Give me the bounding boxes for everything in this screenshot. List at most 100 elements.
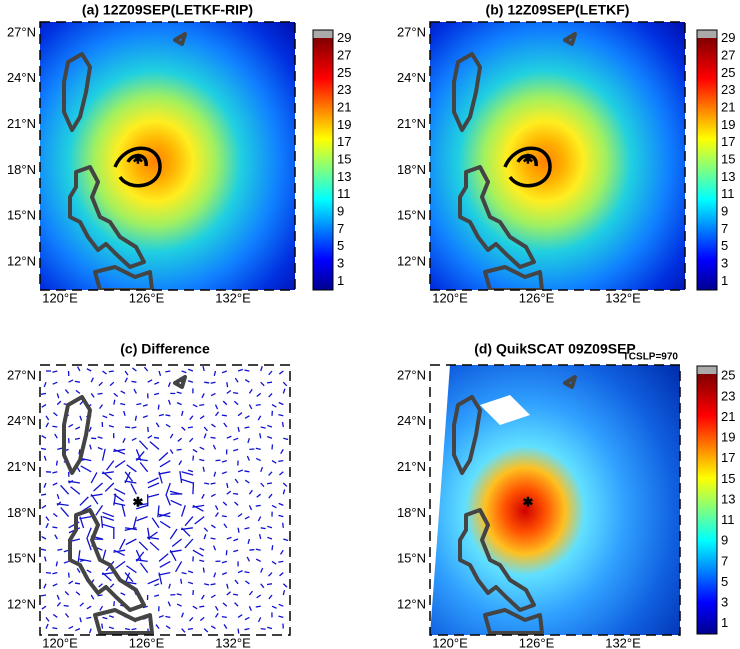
wind-vector [181, 370, 187, 374]
wind-vector [222, 400, 228, 406]
panel-title: (c) Difference [120, 341, 210, 357]
wind-vector [199, 605, 205, 608]
wind-vector [192, 404, 198, 408]
coastline [173, 375, 187, 389]
colorbar-label: 13 [721, 491, 735, 506]
wind-vector [244, 470, 250, 473]
wind-vector [101, 571, 114, 575]
wind-vector [181, 478, 194, 484]
wind-vector [226, 382, 229, 388]
map-panel: ✱ [40, 365, 290, 635]
wind-vector [187, 570, 194, 574]
wind-vector [237, 426, 240, 433]
wind-vector [201, 393, 205, 399]
wind-vector [138, 541, 149, 551]
wind-vector [155, 624, 160, 629]
wind-vector [282, 482, 288, 487]
wind-vector [255, 605, 261, 608]
wind-vector [210, 537, 216, 540]
wind-vector [244, 369, 250, 372]
storm-center: ✱ [523, 151, 534, 166]
wind-vector [90, 594, 95, 600]
lon-label: 132°E [605, 290, 641, 305]
wind-vector [40, 493, 47, 496]
wind-vector [188, 437, 194, 443]
wind-vector [203, 628, 209, 633]
wind-vector [131, 426, 137, 429]
wind-vector [113, 549, 125, 557]
wind-vector [108, 424, 114, 428]
wind-vector [212, 545, 217, 551]
wind-vector [237, 513, 243, 518]
wind-vector [268, 572, 273, 577]
colorbar-label: 11 [721, 512, 735, 527]
wind-vector [142, 605, 148, 609]
wind-vector [68, 625, 74, 630]
swath-edge [430, 365, 450, 635]
wind-vector [170, 499, 182, 506]
wind-vector [153, 436, 160, 439]
wind-vector [74, 380, 81, 383]
wind-vector [221, 571, 228, 576]
wind-vector [142, 415, 148, 419]
lat-label: 15°N [397, 208, 426, 223]
wind-vector [194, 516, 205, 525]
wind-vector [244, 627, 250, 631]
wind-vector [189, 415, 194, 421]
colorbar-frame [696, 29, 718, 291]
wind-vector [282, 522, 284, 528]
wind-vector [113, 392, 119, 398]
wind-vector [260, 627, 266, 630]
wind-vector [176, 593, 182, 596]
wind-vector [115, 560, 126, 570]
wind-vector [88, 628, 92, 634]
wind-vector [199, 403, 205, 407]
map-field [430, 22, 685, 290]
wind-vector [244, 479, 250, 484]
wind-vector [203, 433, 207, 439]
wind-vector [52, 425, 58, 428]
wind-vector [233, 492, 239, 495]
wind-vector [41, 536, 47, 540]
wind-vector [76, 467, 81, 473]
wind-vector [79, 558, 92, 563]
wind-vector [267, 525, 273, 529]
wind-vector [280, 549, 284, 555]
coastline [62, 395, 92, 475]
wind-vector [98, 381, 103, 387]
wind-vector [154, 594, 160, 597]
wind-vector [124, 627, 131, 631]
wind-vector [120, 390, 126, 394]
wind-vector [199, 446, 205, 450]
wind-vector [278, 603, 284, 607]
wind-vector [139, 462, 149, 473]
wind-vector [180, 410, 184, 416]
wind-vector [104, 482, 115, 492]
contour [113, 146, 162, 188]
wind-vector [192, 605, 198, 610]
wind-vector [79, 515, 92, 520]
wind-vector [237, 614, 243, 618]
wind-vector [260, 426, 266, 429]
wind-vector [136, 504, 148, 510]
wind-vector [278, 459, 284, 463]
colorbar-label: 7 [337, 221, 344, 236]
wind-vector [40, 447, 47, 451]
wind-vector [180, 612, 184, 618]
colorbar-label: 9 [337, 203, 344, 218]
wind-vector [178, 460, 183, 466]
wind-vector [53, 412, 58, 417]
wind-vector [233, 448, 239, 452]
wind-vector [167, 381, 171, 388]
colorbar-label: 1 [721, 273, 728, 288]
wind-vector [260, 482, 265, 488]
wind-vector [187, 426, 193, 429]
wind-vector [248, 505, 253, 511]
wind-vector [86, 569, 92, 574]
wind-vector [60, 484, 70, 495]
storm-center: ✱ [133, 151, 144, 166]
wind-vector [278, 413, 284, 417]
wind-vector [176, 391, 182, 395]
colorbar-label: 23 [721, 388, 735, 403]
lat-label: 18°N [397, 162, 426, 177]
